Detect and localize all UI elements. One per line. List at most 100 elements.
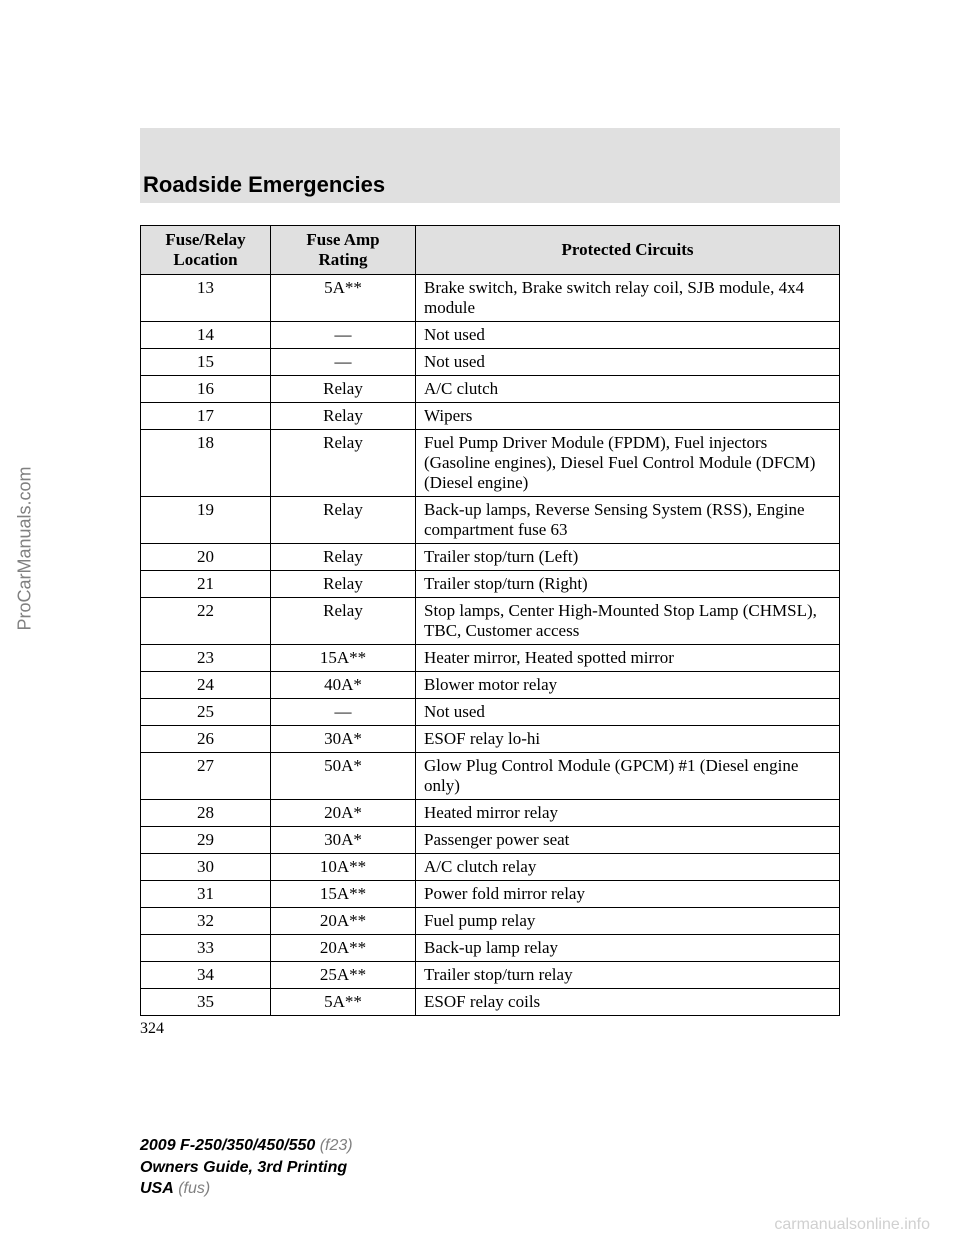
cell-location: 30 (141, 854, 271, 881)
table-row: 2750A*Glow Plug Control Module (GPCM) #1… (141, 753, 840, 800)
cell-location: 13 (141, 275, 271, 322)
cell-amp: Relay (271, 544, 416, 571)
cell-amp: 40A* (271, 672, 416, 699)
cell-amp: — (271, 349, 416, 376)
page: ProCarManuals.com Roadside Emergencies F… (0, 0, 960, 1242)
section-header-bar: Roadside Emergencies (140, 128, 840, 203)
cell-amp: — (271, 322, 416, 349)
cell-amp: 30A* (271, 827, 416, 854)
cell-circuits: Fuel Pump Driver Module (FPDM), Fuel inj… (416, 430, 840, 497)
cell-circuits: Back-up lamps, Reverse Sensing System (R… (416, 497, 840, 544)
table-row: 135A**Brake switch, Brake switch relay c… (141, 275, 840, 322)
footer-code2: (fus) (174, 1180, 210, 1197)
cell-location: 19 (141, 497, 271, 544)
cell-location: 31 (141, 881, 271, 908)
cell-amp: 20A* (271, 800, 416, 827)
cell-amp: Relay (271, 430, 416, 497)
cell-location: 32 (141, 908, 271, 935)
cell-location: 25 (141, 699, 271, 726)
footer-model: 2009 F-250/350/450/550 (140, 1137, 315, 1154)
sidebar-watermark: ProCarManuals.com (15, 466, 36, 630)
cell-amp: — (271, 699, 416, 726)
table-row: 3220A**Fuel pump relay (141, 908, 840, 935)
cell-amp: 5A** (271, 275, 416, 322)
cell-location: 34 (141, 962, 271, 989)
cell-amp: 50A* (271, 753, 416, 800)
cell-location: 23 (141, 645, 271, 672)
cell-location: 14 (141, 322, 271, 349)
table-row: 2315A**Heater mirror, Heated spotted mir… (141, 645, 840, 672)
footer-line1: 2009 F-250/350/450/550 (f23) (140, 1135, 353, 1157)
cell-amp: Relay (271, 571, 416, 598)
cell-location: 20 (141, 544, 271, 571)
cell-location: 17 (141, 403, 271, 430)
table-row: 19RelayBack-up lamps, Reverse Sensing Sy… (141, 497, 840, 544)
header-amp: Fuse Amp Rating (271, 226, 416, 275)
cell-circuits: Not used (416, 699, 840, 726)
cell-location: 27 (141, 753, 271, 800)
cell-circuits: Not used (416, 322, 840, 349)
table-header-row: Fuse/Relay Location Fuse Amp Rating Prot… (141, 226, 840, 275)
cell-amp: 5A** (271, 989, 416, 1016)
table-row: 3115A**Power fold mirror relay (141, 881, 840, 908)
header-text: Fuse/Relay (165, 230, 245, 249)
cell-circuits: Heater mirror, Heated spotted mirror (416, 645, 840, 672)
footer-block: 2009 F-250/350/450/550 (f23) Owners Guid… (140, 1135, 353, 1200)
cell-location: 29 (141, 827, 271, 854)
table-row: 15—Not used (141, 349, 840, 376)
cell-amp: Relay (271, 403, 416, 430)
section-title: Roadside Emergencies (143, 172, 385, 198)
cell-circuits: Fuel pump relay (416, 908, 840, 935)
cell-location: 15 (141, 349, 271, 376)
footer-line3: USA (fus) (140, 1178, 353, 1200)
cell-location: 21 (141, 571, 271, 598)
cell-location: 24 (141, 672, 271, 699)
table-row: 22RelayStop lamps, Center High-Mounted S… (141, 598, 840, 645)
footer-line2: Owners Guide, 3rd Printing (140, 1157, 353, 1179)
table-row: 2630A*ESOF relay lo-hi (141, 726, 840, 753)
bottom-watermark: carmanualsonline.info (774, 1216, 930, 1234)
cell-amp: Relay (271, 376, 416, 403)
cell-location: 26 (141, 726, 271, 753)
header-text: Rating (318, 250, 367, 269)
cell-circuits: Trailer stop/turn (Right) (416, 571, 840, 598)
header-circuits: Protected Circuits (416, 226, 840, 275)
header-location: Fuse/Relay Location (141, 226, 271, 275)
cell-circuits: Back-up lamp relay (416, 935, 840, 962)
table-row: 3425A**Trailer stop/turn relay (141, 962, 840, 989)
cell-amp: 25A** (271, 962, 416, 989)
cell-location: 22 (141, 598, 271, 645)
table-row: 17RelayWipers (141, 403, 840, 430)
cell-amp: 30A* (271, 726, 416, 753)
cell-location: 35 (141, 989, 271, 1016)
table-row: 2440A*Blower motor relay (141, 672, 840, 699)
cell-amp: 20A** (271, 908, 416, 935)
cell-circuits: Heated mirror relay (416, 800, 840, 827)
cell-amp: 10A** (271, 854, 416, 881)
table-row: 20RelayTrailer stop/turn (Left) (141, 544, 840, 571)
table-row: 21RelayTrailer stop/turn (Right) (141, 571, 840, 598)
cell-amp: Relay (271, 497, 416, 544)
cell-circuits: A/C clutch (416, 376, 840, 403)
header-text: Location (173, 250, 237, 269)
cell-circuits: ESOF relay coils (416, 989, 840, 1016)
cell-circuits: Trailer stop/turn (Left) (416, 544, 840, 571)
footer-region: USA (140, 1180, 174, 1197)
header-text: Fuse Amp (306, 230, 379, 249)
table-row: 14—Not used (141, 322, 840, 349)
cell-circuits: ESOF relay lo-hi (416, 726, 840, 753)
fuse-table: Fuse/Relay Location Fuse Amp Rating Prot… (140, 225, 840, 1016)
cell-amp: 15A** (271, 881, 416, 908)
table-row: 3010A**A/C clutch relay (141, 854, 840, 881)
cell-circuits: Power fold mirror relay (416, 881, 840, 908)
cell-circuits: Stop lamps, Center High-Mounted Stop Lam… (416, 598, 840, 645)
table-row: 18RelayFuel Pump Driver Module (FPDM), F… (141, 430, 840, 497)
cell-amp: 15A** (271, 645, 416, 672)
table-row: 2820A*Heated mirror relay (141, 800, 840, 827)
cell-circuits: Blower motor relay (416, 672, 840, 699)
cell-amp: 20A** (271, 935, 416, 962)
table-row: 3320A**Back-up lamp relay (141, 935, 840, 962)
cell-circuits: A/C clutch relay (416, 854, 840, 881)
cell-circuits: Trailer stop/turn relay (416, 962, 840, 989)
cell-circuits: Brake switch, Brake switch relay coil, S… (416, 275, 840, 322)
